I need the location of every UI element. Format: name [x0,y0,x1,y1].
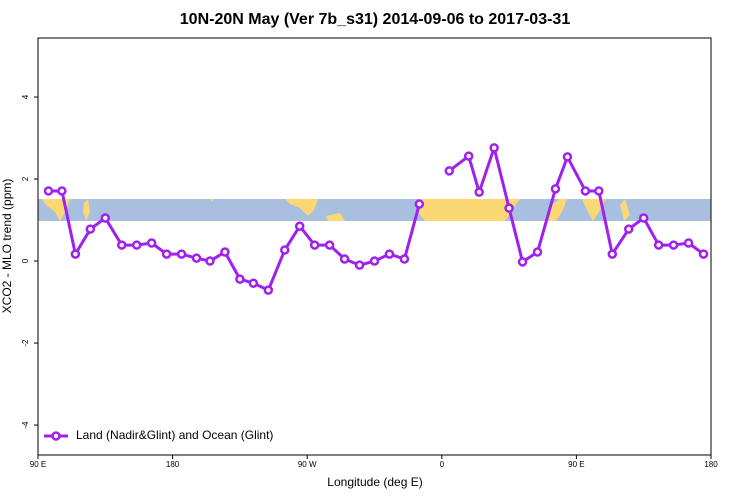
point [131,240,142,250]
point [698,249,709,259]
point [235,274,245,284]
point [324,240,335,250]
y-tick-label: 4 [21,94,30,99]
point [384,249,395,259]
point [85,224,96,234]
x-tick-label: 180 [704,460,718,469]
y-tick-label: -2 [21,339,30,347]
x-tick-label: 90 W [298,460,317,469]
point [653,240,664,250]
point [623,224,634,234]
point [562,152,573,162]
point [399,254,410,264]
point [369,256,380,266]
point [263,285,274,295]
point [205,256,215,266]
x-tick-label: 180 [166,460,180,469]
legend-marker [51,431,61,441]
point [463,151,474,161]
chart-title: 10N-20N May (Ver 7b_s31) 2014-09-06 to 2… [180,11,571,28]
point [517,257,528,267]
point [294,221,305,231]
point [70,249,81,259]
x-tick-label: 0 [440,460,445,469]
point [248,278,259,288]
point [354,260,365,270]
y-tick-label: 2 [21,176,30,181]
point [57,186,67,196]
point [489,143,499,153]
point [550,184,561,194]
point [594,186,604,196]
y-tick-label: -4 [21,421,30,429]
point [504,203,514,213]
x-tick-label: 90 E [30,460,46,469]
point [146,238,157,248]
point [532,247,543,257]
point [176,249,187,259]
point [280,245,290,255]
point [607,249,618,259]
point [100,213,111,223]
point [309,240,320,250]
legend-label: Land (Nadir&Glint) and Ocean (Glint) [76,428,273,442]
y-tick-label: 0 [21,258,30,263]
point [161,249,172,259]
point [474,187,484,197]
point [414,199,425,209]
point [220,247,230,257]
x-axis-label: Longitude (deg E) [327,475,422,489]
point [580,186,591,196]
plot-frame [37,37,712,456]
point [117,240,127,250]
point [339,254,350,264]
map-strip [38,199,711,221]
y-axis-label: XCO2 - MLO trend (ppm) [0,179,14,314]
point [668,240,679,250]
x-tick-label: 90 E [568,460,584,469]
point [444,166,455,176]
point [43,186,54,196]
point [191,253,202,263]
point [638,213,649,223]
point [683,238,694,248]
